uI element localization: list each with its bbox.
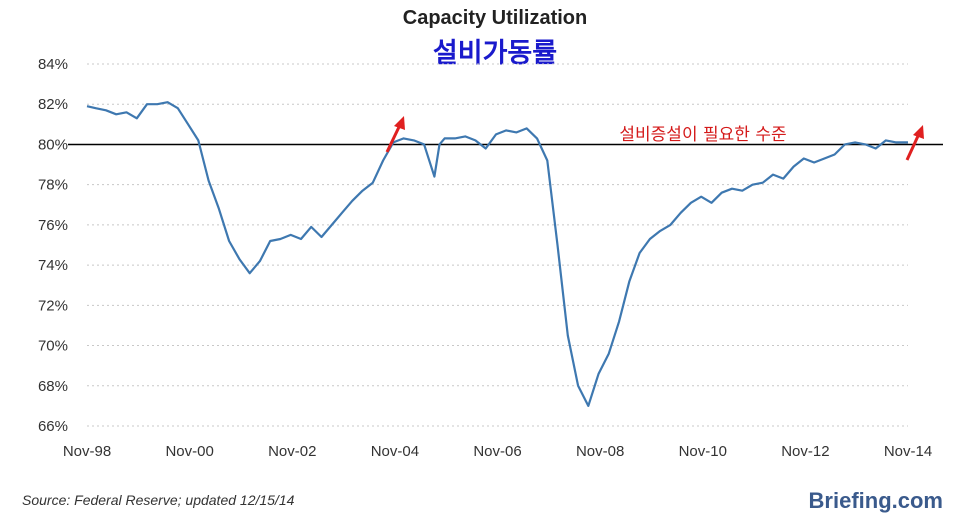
x-tick-label: Nov-12 (781, 443, 829, 460)
x-axis-ticks: Nov-98 Nov-00 Nov-02 Nov-04 Nov-06 Nov-08 Nov-… (63, 443, 932, 460)
brand-logo: Briefing.com (809, 488, 943, 513)
arrowhead-icon (913, 125, 924, 139)
y-tick-label: 66% (38, 418, 68, 435)
x-tick-label: Nov-14 (884, 443, 932, 460)
x-tick-label: Nov-00 (165, 443, 213, 460)
y-tick-label: 76% (38, 217, 68, 234)
y-tick-label: 82% (38, 96, 68, 113)
y-tick-label: 84% (38, 56, 68, 73)
y-tick-label: 74% (38, 257, 68, 274)
x-tick-label: Nov-02 (268, 443, 316, 460)
up-arrow-left (385, 116, 405, 153)
y-tick-label: 68% (38, 378, 68, 395)
series-group (86, 101, 908, 407)
x-tick-label: Nov-98 (63, 443, 111, 460)
arrow-icon (385, 126, 401, 153)
y-tick-label: 78% (38, 177, 68, 194)
x-tick-label: Nov-10 (679, 443, 727, 460)
arrowhead-icon (394, 116, 405, 130)
y-tick-label: 70% (38, 338, 68, 355)
up-arrow-right (905, 125, 924, 161)
x-tick-label: Nov-04 (371, 443, 419, 460)
source-note: Source: Federal Reserve; updated 12/15/1… (22, 492, 295, 508)
threshold-annotation: 설비증설이 필요한 수준 (619, 125, 786, 145)
x-tick-label: Nov-08 (576, 443, 624, 460)
arrow-icon (905, 135, 920, 161)
x-tick-label: Nov-06 (473, 443, 521, 460)
series-line (86, 101, 908, 407)
y-axis-ticks: 84% 82% 80% 78% 76% 74% 72% 70% 68% 66% (38, 56, 68, 435)
y-tick-label: 80% (38, 136, 68, 153)
grid-lines (87, 63, 908, 427)
y-tick-label: 72% (38, 297, 68, 314)
chart-title: Capacity Utilization (403, 7, 587, 29)
